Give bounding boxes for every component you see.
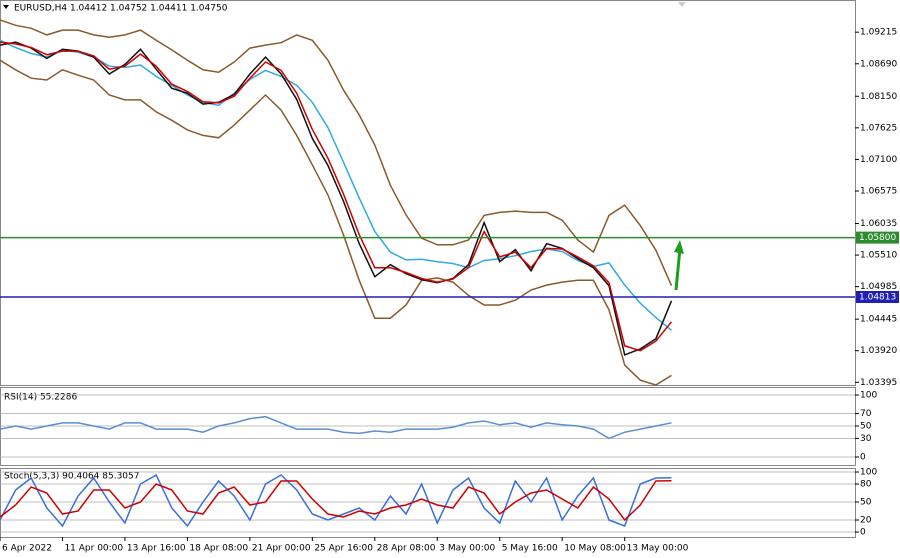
arrow-head <box>674 240 684 254</box>
y-tick-label: 1.06575 <box>860 186 897 196</box>
level-box <box>856 231 899 244</box>
series-line <box>0 39 672 331</box>
y-tick-label: 50 <box>860 422 872 432</box>
stoch-frame <box>0 468 856 538</box>
y-tick-label: 0 <box>860 453 866 463</box>
y-tick-label: 1.07100 <box>860 155 897 165</box>
series-line <box>0 41 673 352</box>
y-tick-label: 100 <box>860 390 877 400</box>
y-tick-label: 80 <box>860 480 872 490</box>
y-tick-label: 1.07625 <box>860 123 897 133</box>
y-tick-label: 1.09215 <box>860 28 897 38</box>
level-label: 1.05800 <box>859 233 896 243</box>
y-tick-label: 70 <box>860 409 872 419</box>
x-tick-label: 11 Apr 00:00 <box>64 544 123 554</box>
y-tick-label: 1.04445 <box>860 315 897 325</box>
stoch-title: Stoch(5,3,3) 90.4064 85.3057 <box>4 472 139 482</box>
x-tick-label: 10 May 08:00 <box>564 544 626 554</box>
series-line <box>0 473 672 528</box>
shift-marker <box>678 2 686 7</box>
x-tick-label: 3 May 00:00 <box>439 544 495 554</box>
x-tick-label: 25 Apr 16:00 <box>314 544 373 554</box>
series-line <box>0 415 672 440</box>
y-tick-label: 1.03920 <box>860 346 897 356</box>
level-box <box>856 290 899 303</box>
x-tick-label: 18 Apr 08:00 <box>189 544 248 554</box>
y-tick-label: 1.08150 <box>860 92 897 102</box>
y-tick-label: 50 <box>860 498 872 508</box>
y-tick-label: 0 <box>860 528 866 538</box>
x-tick-label: 28 Apr 08:00 <box>377 544 436 554</box>
chart-title: EURUSD,H4 1.04412 1.04752 1.04411 1.0475… <box>14 4 228 14</box>
arrow <box>674 247 682 291</box>
series-line <box>0 19 673 287</box>
y-tick-label: 1.08690 <box>860 59 897 69</box>
y-tick-label: 1.03395 <box>860 378 897 388</box>
y-tick-label: 1.04985 <box>860 282 897 292</box>
series-line <box>0 59 672 386</box>
y-tick-label: 100 <box>860 468 877 478</box>
series-line <box>0 480 672 522</box>
menu-arrow <box>3 5 9 9</box>
rsi-title: RSI(14) 55.2286 <box>4 393 77 403</box>
x-tick-label: 13 May 00:00 <box>627 544 689 554</box>
y-tick-label: 1.06035 <box>860 219 897 229</box>
x-tick-label: 13 Apr 16:00 <box>127 544 186 554</box>
x-tick-label: 21 Apr 00:00 <box>252 544 311 554</box>
x-tick-label: 5 May 16:00 <box>502 544 558 554</box>
y-tick-label: 20 <box>860 516 872 526</box>
y-tick-label: 1.05510 <box>860 251 897 261</box>
main-frame <box>0 0 856 386</box>
y-tick-label: 30 <box>860 434 872 444</box>
x-tick-label: 6 Apr 2022 <box>2 544 52 554</box>
series-line <box>0 41 673 356</box>
level-label: 1.04813 <box>859 292 896 302</box>
